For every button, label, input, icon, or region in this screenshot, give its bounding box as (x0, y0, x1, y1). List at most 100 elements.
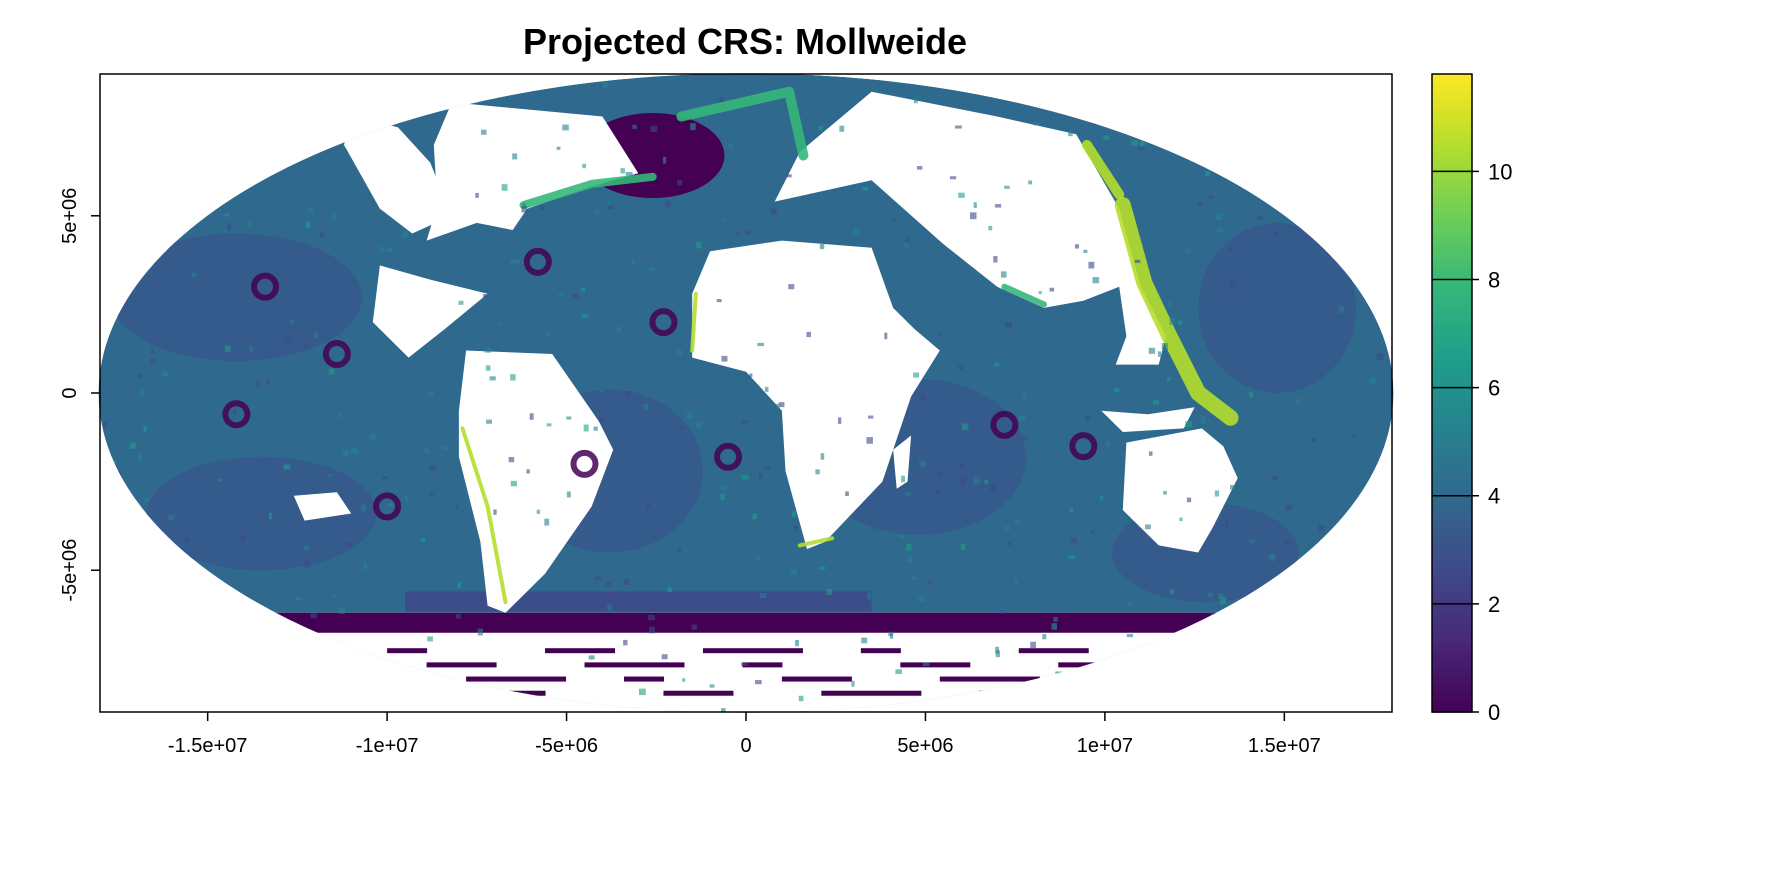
raster-speckle (544, 518, 550, 526)
raster-speckle (1145, 524, 1151, 530)
raster-speckle (572, 293, 579, 299)
raster-speckle (1216, 228, 1223, 233)
raster-speckle (1148, 347, 1156, 354)
raster-speckle (958, 365, 963, 370)
raster-speckle (295, 596, 303, 601)
coastal-band (690, 291, 698, 353)
land-mass (774, 91, 1166, 365)
raster-speckle (994, 204, 1002, 208)
raster-speckle (920, 395, 926, 402)
raster-speckle (1148, 451, 1153, 456)
raster-speckle (677, 179, 683, 186)
antarctic-fragment (505, 690, 546, 696)
raster-speckle (1207, 593, 1213, 598)
raster-speckle (126, 218, 134, 224)
raster-speckle (167, 75, 174, 79)
eddy-ring (222, 400, 251, 429)
raster-speckle (1338, 305, 1344, 313)
raster-speckle (546, 423, 552, 427)
raster-speckle (650, 125, 658, 133)
ocean-dark-patch (146, 456, 377, 571)
southern-ocean-band (405, 591, 872, 612)
antarctic-fragment (900, 662, 971, 668)
eddy-ring (570, 449, 599, 478)
raster-speckle (677, 349, 683, 357)
raster-speckle (342, 449, 349, 457)
raster-speckle (661, 654, 668, 660)
raster-speckle (806, 331, 812, 338)
raster-speckle (379, 246, 385, 254)
land-mass (293, 492, 352, 521)
raster-speckle (241, 597, 249, 603)
raster-speckle (691, 624, 698, 630)
raster-speckle (150, 358, 157, 364)
y-tick-label: -5e+06 (59, 539, 81, 602)
raster-speckle (1032, 121, 1040, 126)
raster-speckle (1144, 704, 1150, 711)
raster-speckle (1023, 683, 1029, 690)
raster-speckle (150, 348, 154, 354)
raster-speckle (1201, 417, 1206, 424)
raster-speckle (1351, 434, 1356, 439)
raster-speckle (759, 593, 767, 599)
raster-speckle (580, 287, 586, 292)
eddy-ring (990, 410, 1019, 439)
x-tick-label: 1e+07 (1077, 735, 1133, 757)
antarctic-fragment (781, 676, 852, 682)
raster-speckle (232, 408, 237, 415)
raster-speckle (1235, 163, 1242, 170)
raster-speckle (819, 243, 825, 250)
raster-speckle (973, 476, 980, 484)
raster-speckle (1126, 633, 1134, 638)
raster-speckle (995, 650, 1000, 658)
raster-speckle (599, 389, 604, 393)
raster-speckle (328, 368, 335, 375)
raster-speckle (1219, 597, 1226, 604)
raster-speckle (638, 688, 646, 696)
raster-speckle (522, 202, 526, 208)
land-mass (893, 435, 912, 489)
raster-speckle (467, 700, 472, 708)
raster-speckle (545, 332, 550, 337)
raster-speckle (1264, 677, 1271, 682)
raster-speckle (918, 596, 925, 602)
raster-speckle (526, 469, 530, 474)
raster-speckle (369, 434, 377, 440)
raster-speckle (102, 467, 109, 473)
raster-speckle (649, 626, 655, 634)
x-tick-label: -5e+06 (535, 735, 598, 757)
raster-speckle (754, 557, 761, 561)
raster-speckle (1056, 87, 1063, 94)
raster-speckle (1012, 699, 1019, 706)
raster-speckle (510, 258, 515, 264)
raster-speckle (1035, 74, 1042, 80)
raster-speckle (1021, 436, 1029, 440)
raster-speckle (100, 460, 108, 467)
raster-speckle (1192, 644, 1198, 651)
chart-title: Projected CRS: Mollweide (523, 21, 967, 62)
raster-speckle (137, 454, 142, 462)
raster-speckle (382, 475, 387, 480)
raster-speckle (566, 416, 572, 420)
raster-speckle (510, 374, 516, 381)
raster-speckle (969, 212, 977, 220)
x-axis: -1.5e+07 -1e+07 -5e+06 0 5e+06 1e+07 1.5e+07 (168, 712, 1321, 757)
raster-speckle (758, 473, 763, 480)
raster-speckle (1131, 140, 1138, 146)
raster-speckle (224, 99, 231, 104)
raster-speckle (475, 192, 479, 198)
raster-speckle (993, 256, 998, 263)
raster-speckle (1091, 530, 1095, 535)
colorbar-tick-label: 10 (1488, 159, 1512, 184)
ocean-dark-patch (110, 233, 362, 362)
antarctic-fragment (1058, 662, 1159, 668)
raster-speckle (649, 267, 655, 272)
raster-speckle (107, 690, 113, 698)
raster-speckle (224, 213, 230, 217)
raster-speckle (374, 121, 379, 127)
raster-speckle (1339, 610, 1346, 617)
raster-speckle (1293, 89, 1299, 93)
raster-speckle (402, 231, 409, 238)
raster-speckle (1318, 525, 1325, 531)
raster-speckle (678, 425, 682, 430)
